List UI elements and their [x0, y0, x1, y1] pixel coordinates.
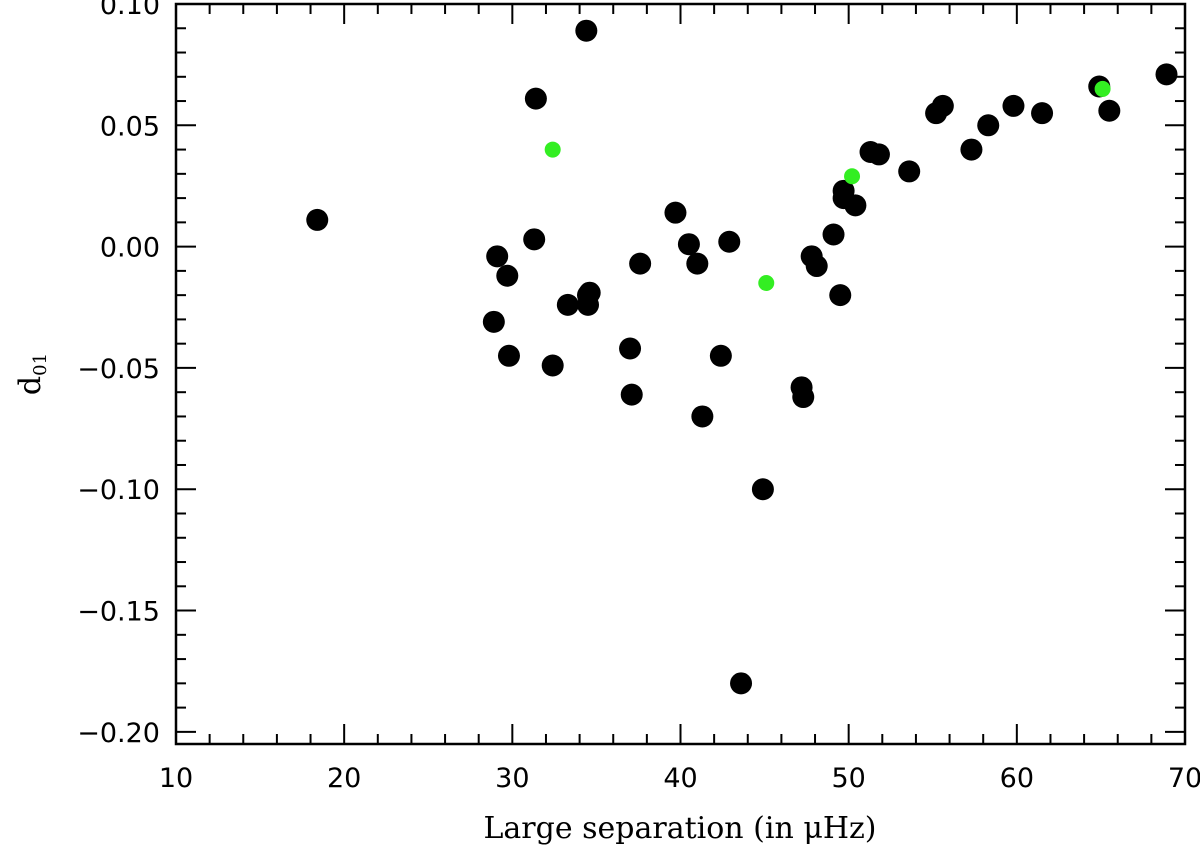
data-point-black — [867, 143, 890, 166]
data-point-black — [751, 478, 774, 501]
data-point-black — [844, 194, 867, 217]
x-tick-label: 30 — [495, 763, 529, 794]
data-point-black — [620, 383, 643, 406]
data-point-black — [718, 230, 741, 253]
y-tick-labels: 0.10 0.05 0.00 −0.05 −0.10 −0.15 −0.20 — [77, 0, 160, 749]
data-point-black — [482, 310, 505, 333]
y-tick-label: −0.05 — [77, 354, 160, 385]
data-point-black — [677, 233, 700, 256]
y-axis-title: d01 — [13, 353, 51, 395]
y-tick-label: 0.10 — [100, 0, 160, 21]
data-point-black — [822, 223, 845, 246]
x-tick-label: 10 — [159, 763, 193, 794]
data-point-green — [758, 275, 775, 292]
x-tick-labels: 10 20 30 40 50 60 70 — [159, 763, 1200, 794]
data-point-black — [691, 405, 714, 428]
data-point-black — [898, 160, 921, 183]
data-point-black — [619, 337, 642, 360]
data-point-black — [1031, 102, 1054, 125]
x-tick-label: 40 — [663, 763, 697, 794]
data-point-black — [523, 228, 546, 251]
data-point-black — [575, 19, 598, 42]
data-point-black — [556, 293, 579, 316]
y-axis-title-sub: 01 — [30, 353, 51, 376]
data-point-black — [664, 201, 687, 224]
data-point-black — [496, 264, 519, 287]
x-axis-title: Large separation (in μHz) — [483, 811, 876, 846]
y-tick-label: 0.05 — [100, 111, 160, 142]
data-point-black — [805, 255, 828, 278]
data-point-black — [541, 354, 564, 377]
data-point-green — [844, 168, 861, 185]
data-point-black — [1098, 99, 1121, 122]
x-tick-label: 50 — [831, 763, 865, 794]
x-tick-label: 60 — [1000, 763, 1034, 794]
y-tick-label: 0.00 — [100, 233, 160, 264]
data-point-black — [792, 386, 815, 409]
y-tick-label: −0.20 — [77, 718, 160, 749]
data-point-black — [730, 672, 753, 695]
y-tick-label: −0.15 — [77, 597, 160, 628]
data-point-black — [629, 252, 652, 275]
data-point-green — [1094, 80, 1111, 97]
data-point-black — [524, 87, 547, 110]
data-point-black — [686, 252, 709, 275]
data-point-black — [486, 245, 509, 268]
data-point-black — [1155, 63, 1178, 86]
data-point-black — [977, 114, 1000, 137]
data-point-black — [829, 284, 852, 307]
x-tick-label: 20 — [327, 763, 361, 794]
data-point-black — [960, 138, 983, 161]
y-tick-label: −0.10 — [77, 475, 160, 506]
data-point-black — [497, 344, 520, 367]
data-point-black — [577, 293, 600, 316]
y-axis-title-main: d — [13, 376, 48, 395]
data-point-black — [709, 344, 732, 367]
x-tick-label: 70 — [1168, 763, 1200, 794]
data-point-black — [931, 94, 954, 117]
data-point-black — [1002, 94, 1025, 117]
data-point-black — [306, 208, 329, 231]
data-points — [306, 19, 1178, 695]
data-point-green — [544, 141, 561, 158]
